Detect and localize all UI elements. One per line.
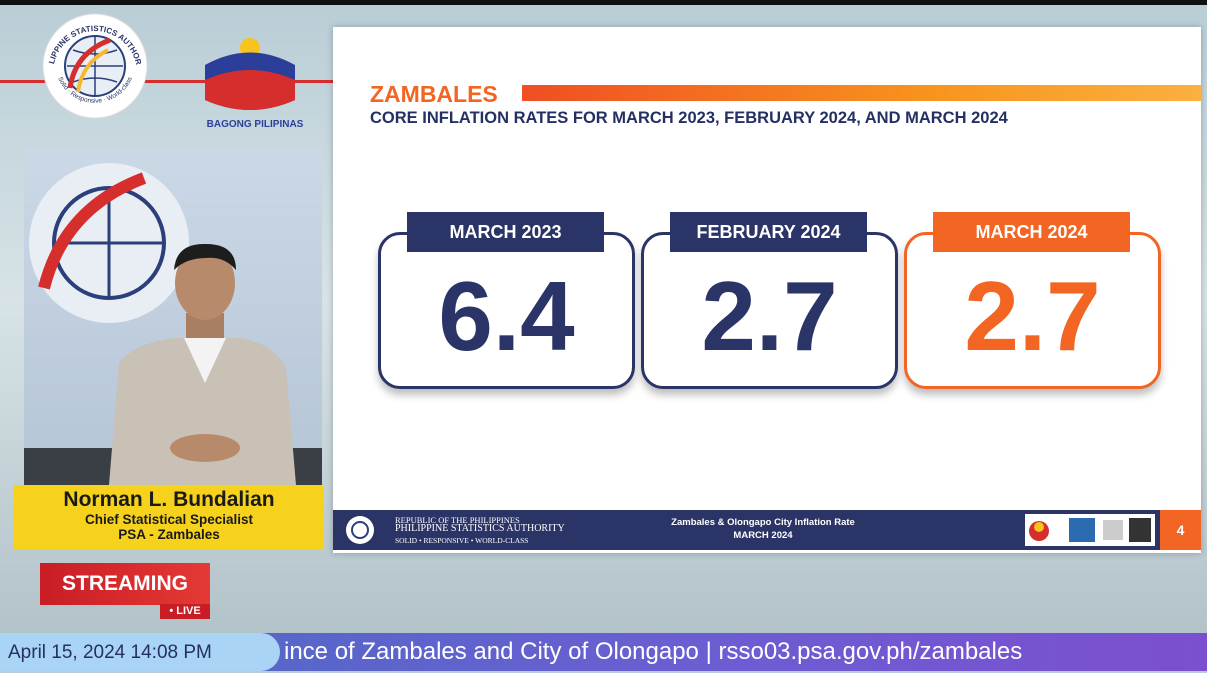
- bagong-pilipinas-logo: BAGONG PILIPINAS: [190, 20, 320, 135]
- ticker: April 15, 2024 14:08 PM ince of Zambales…: [0, 633, 1207, 671]
- page-number: 4: [1160, 510, 1201, 550]
- footer-agency: PHILIPPINE STATISTICS AUTHORITY: [395, 524, 565, 534]
- footer-seal: [345, 515, 375, 545]
- footer-motto: SOLID • RESPONSIVE • WORLD-CLASS: [395, 536, 528, 546]
- slide-footer: REPUBLIC OF THE PHILIPPINES PHILIPPINE S…: [333, 510, 1201, 550]
- footer-logos: [1025, 514, 1155, 546]
- slide-subtitle: CORE INFLATION RATES FOR MARCH 2023, FEB…: [370, 109, 1008, 128]
- rate-card: 2.7: [904, 232, 1161, 389]
- title-bar: [522, 85, 1201, 101]
- card-value: 6.4: [381, 261, 632, 371]
- card-label: FEBRUARY 2024: [670, 212, 867, 252]
- footer-period: MARCH 2024: [633, 530, 893, 542]
- presenter-office: PSA - Zambales: [14, 527, 324, 542]
- live-text: LIVE: [176, 605, 200, 617]
- nameplate: Norman L. Bundalian Chief Statistical Sp…: [14, 485, 324, 549]
- slide-region: ZAMBALES: [370, 81, 498, 108]
- rate-card: 6.4: [378, 232, 635, 389]
- page: PHILIPPINE STATISTICS AUTHORITY Solid · …: [0, 0, 1207, 671]
- streaming-badge: STREAMING: [40, 563, 210, 605]
- card-label: MARCH 2023: [407, 212, 604, 252]
- card-value: 2.7: [644, 261, 895, 371]
- logo-caption: BAGONG PILIPINAS: [207, 119, 304, 130]
- presenter-image: [24, 148, 322, 485]
- slide: ZAMBALES CORE INFLATION RATES FOR MARCH …: [333, 27, 1201, 553]
- presenter-title: Chief Statistical Specialist: [14, 512, 324, 527]
- card-label: MARCH 2024: [933, 212, 1130, 252]
- presenter-name: Norman L. Bundalian: [14, 488, 324, 512]
- footer-logo-icons: [1025, 514, 1155, 546]
- presenter-video: [24, 148, 322, 485]
- footer-title: Zambales & Olongapo City Inflation Rate: [633, 517, 893, 529]
- ticker-text: ince of Zambales and City of Olongapo | …: [284, 633, 1022, 671]
- live-badge: • LIVE: [160, 604, 210, 619]
- psa-seal: PHILIPPINE STATISTICS AUTHORITY Solid · …: [40, 8, 150, 123]
- timestamp: April 15, 2024 14:08 PM: [0, 633, 280, 671]
- frame: [0, 0, 1207, 5]
- rate-card: 2.7: [641, 232, 898, 389]
- card-value: 2.7: [907, 261, 1158, 371]
